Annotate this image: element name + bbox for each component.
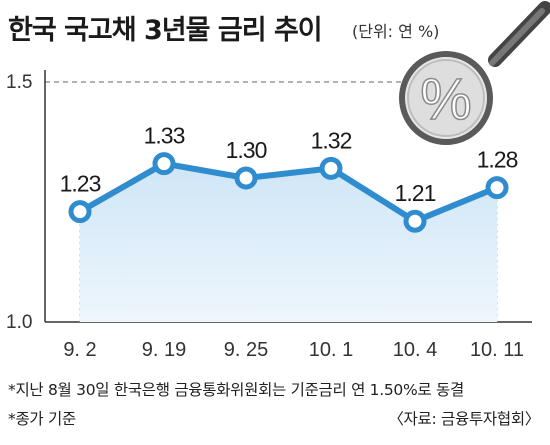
- x-tick-label: 10. 1: [309, 339, 353, 361]
- data-label: 1.30: [226, 137, 267, 163]
- area-fill: [80, 163, 497, 322]
- data-point: [68, 200, 92, 224]
- source-label: 〈자료: 금융투자협회〉: [388, 410, 540, 428]
- data-point: [234, 166, 258, 190]
- axis-ticks: 1.5 1.0 9. 2 9. 19 9. 25 10. 1 10. 4 10. 11: [6, 72, 524, 361]
- percent-symbol: %: [420, 67, 472, 132]
- data-label: 1.21: [395, 180, 436, 206]
- data-point: [152, 152, 176, 176]
- y-tick-label: 1.0: [6, 312, 32, 333]
- x-tick-label: 10. 11: [470, 339, 524, 361]
- data-point: [403, 209, 427, 233]
- series-line: [77, 160, 500, 225]
- data-label: 1.23: [60, 171, 101, 197]
- y-tick-label: 1.5: [6, 72, 32, 93]
- data-point: [485, 176, 509, 200]
- chart-title: 한국 국고채 3년물 금리 추이: [8, 15, 323, 46]
- footnote-rate: *지난 8월 30일 한국은행 금융통화위원회는 기준금리 연 1.50%로 동…: [8, 381, 464, 399]
- unit-label: (단위: 연 %): [352, 22, 440, 41]
- x-tick-label: 9. 25: [224, 339, 268, 361]
- data-point: [319, 156, 343, 180]
- data-labels: 1.23 1.33 1.30 1.32 1.21 1.28: [60, 123, 519, 207]
- data-label: 1.33: [144, 123, 185, 149]
- data-label: 1.28: [477, 147, 518, 173]
- data-points: [68, 152, 509, 233]
- x-tick-label: 9. 2: [63, 339, 96, 361]
- data-label: 1.32: [311, 127, 352, 153]
- x-tick-label: 9. 19: [142, 339, 186, 361]
- x-tick-label: 10. 4: [393, 339, 437, 361]
- footnote-closing: *종가 기준: [8, 410, 76, 428]
- magnifier-icon: %: [399, 1, 550, 145]
